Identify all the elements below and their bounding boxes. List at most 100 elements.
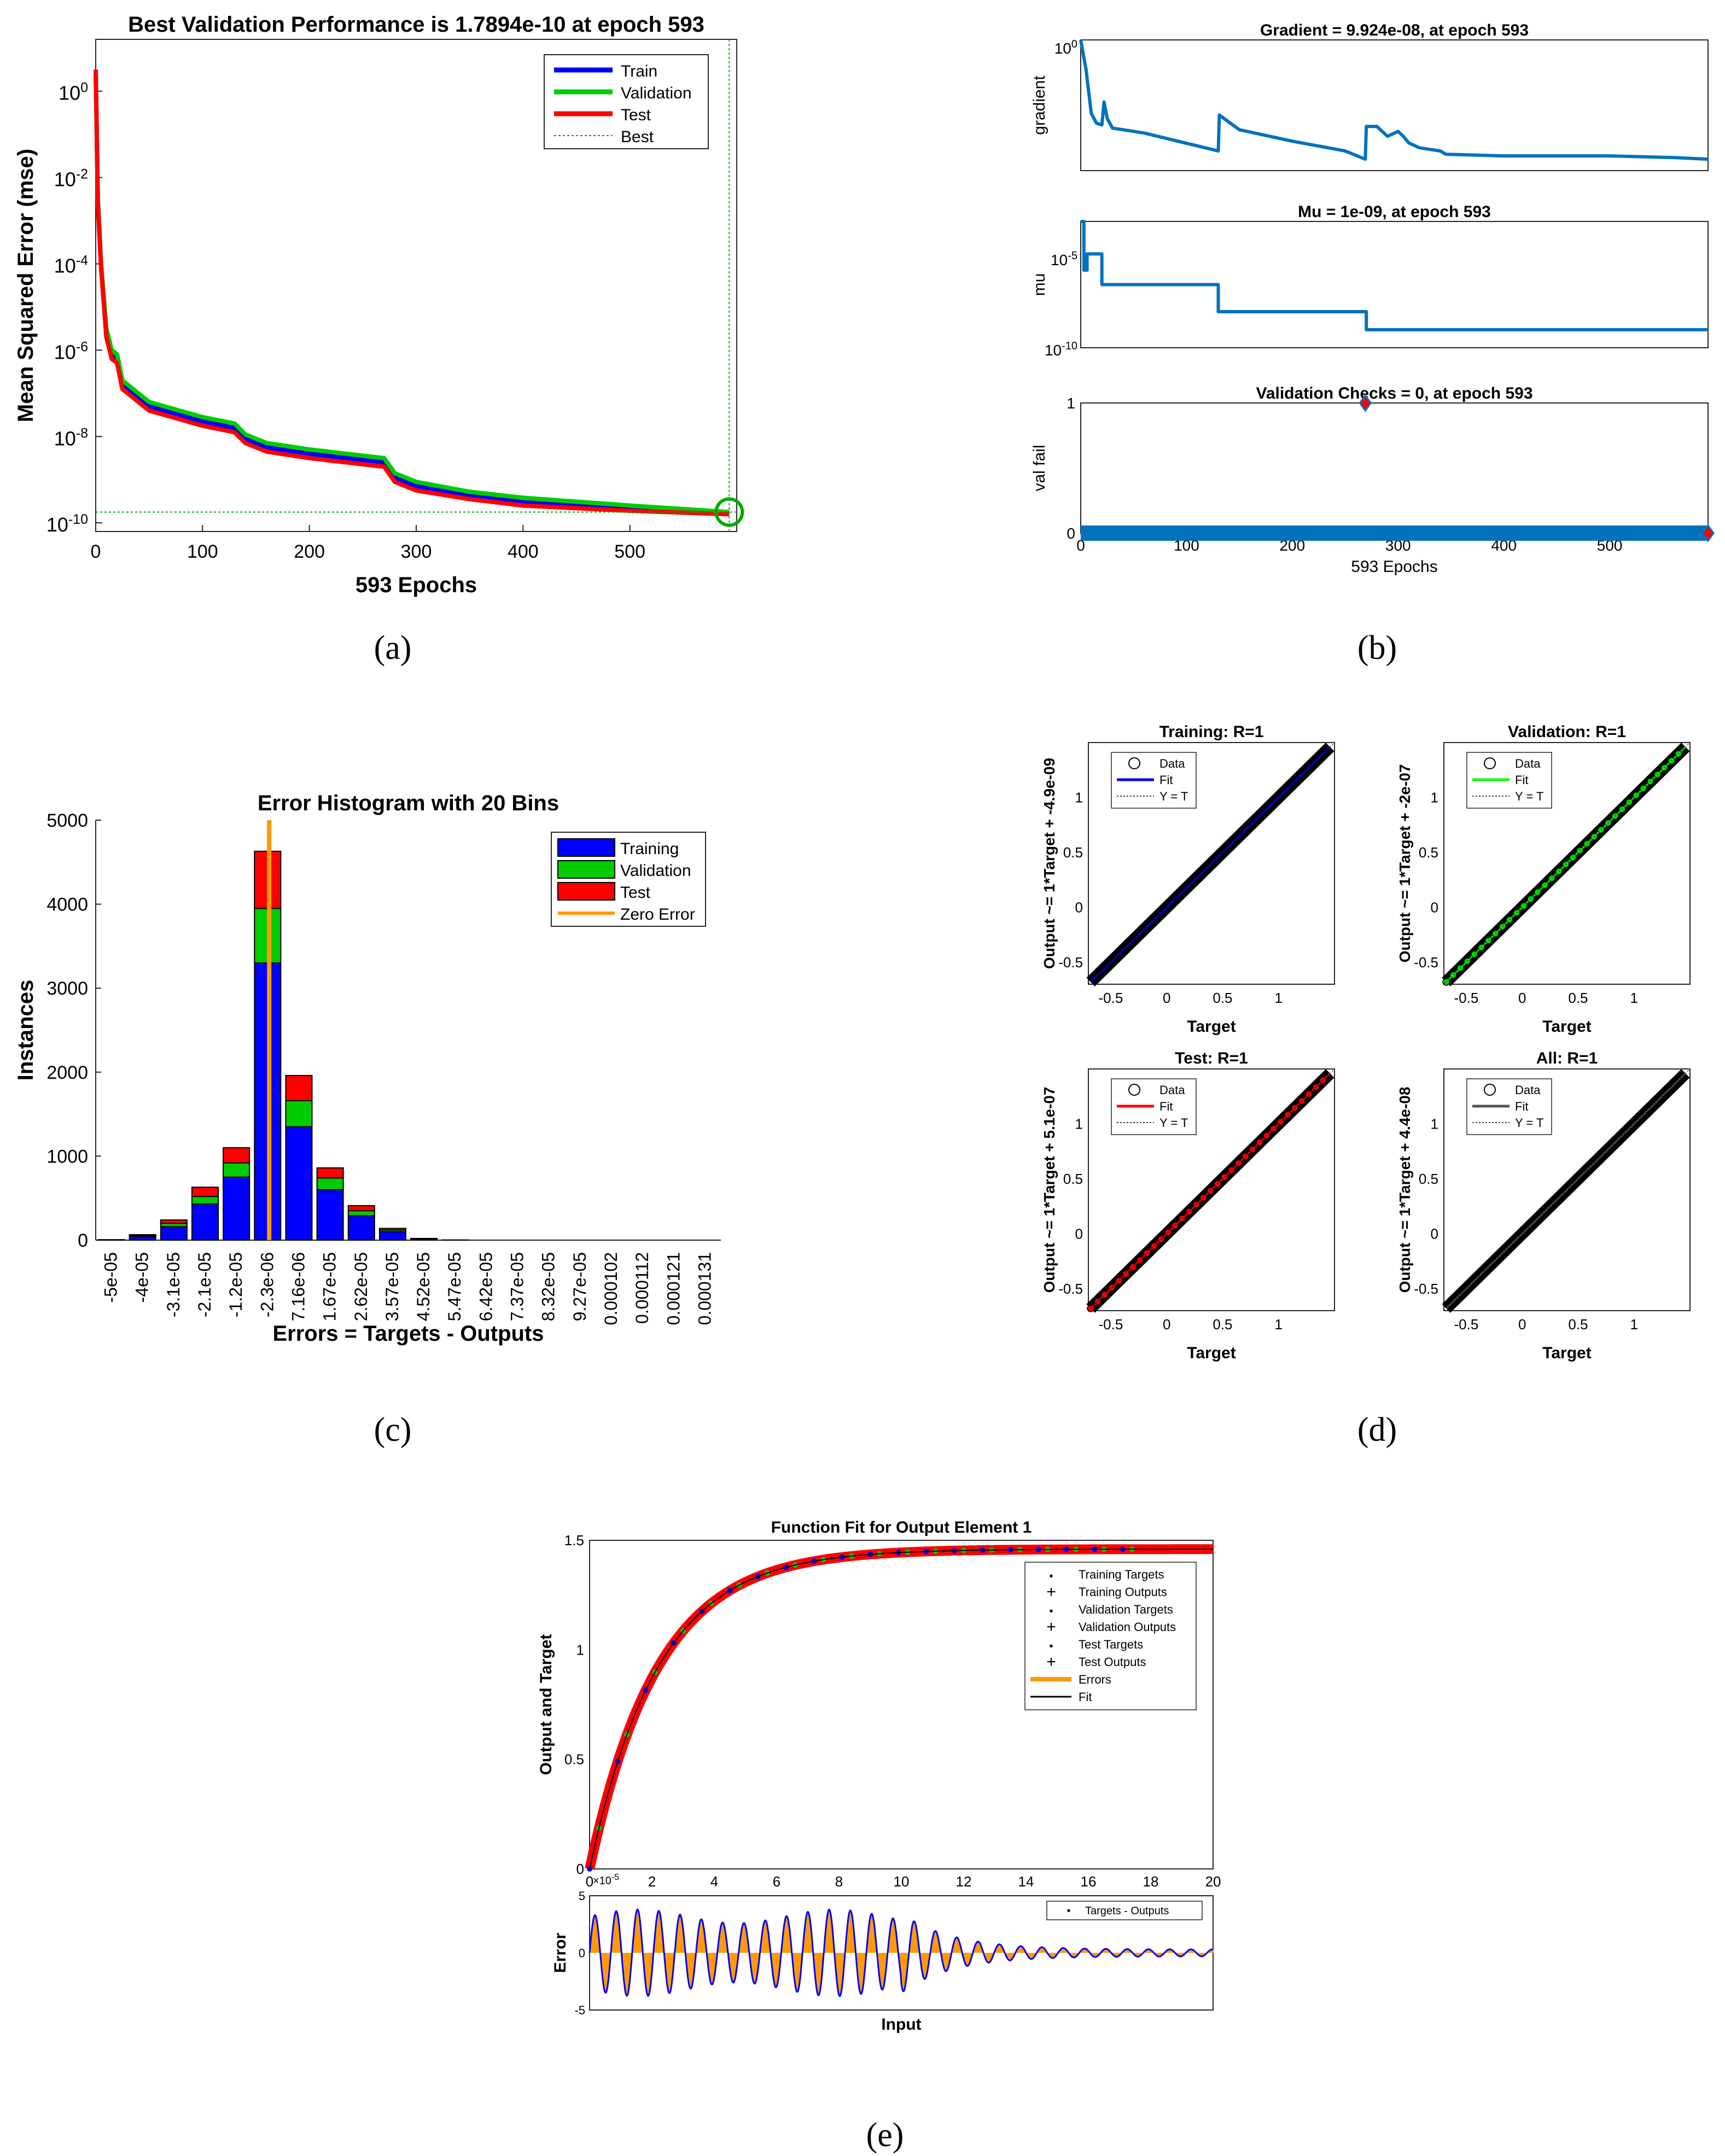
legend-label: Test Outputs	[1079, 1655, 1146, 1669]
error-histogram: Error Histogram with 20 Bins Instances Err…	[14, 791, 721, 1346]
x-tick-label: 8.32e-05	[539, 1252, 558, 1321]
tick-base: 10	[46, 513, 68, 536]
bar-training	[160, 1226, 188, 1241]
legend-label: Fit	[1515, 1100, 1528, 1113]
x-tick-label: 0.5	[1568, 1316, 1588, 1333]
bar-training	[285, 1126, 313, 1241]
y-tick-label: 0	[1431, 1225, 1438, 1242]
bar-test	[223, 1147, 250, 1164]
chart-title: Error Histogram with 20 Bins	[258, 791, 559, 815]
legend-label: Validation	[621, 84, 692, 102]
x-tick-label: 12	[956, 1873, 972, 1890]
y-tick-label: 100	[1054, 38, 1077, 57]
x-axis-label: Errors = Targets - Outputs	[272, 1322, 544, 1346]
plot-area	[1080, 402, 1709, 534]
x-tick-label: 0.000102	[601, 1252, 621, 1325]
x-tick-label: 8	[835, 1873, 843, 1890]
x-tick-label: 1	[1630, 990, 1637, 1006]
gradient-chart: Gradient = 9.924e-08, at epoch 593 gradie…	[1030, 21, 1709, 171]
x-tick-label: -2.1e-05	[195, 1252, 214, 1317]
x-tick-label: 18	[1143, 1873, 1159, 1890]
x-tick-label: 200	[294, 541, 325, 562]
tick-exponent: -10	[1062, 340, 1077, 352]
x-tick-label: 500	[614, 541, 645, 562]
tick-base: 10	[54, 341, 76, 363]
y-tick-label: 10-10	[1045, 340, 1077, 359]
x-tick-label: 0.000121	[663, 1252, 683, 1325]
tick-base: 10	[54, 427, 76, 449]
regression-plot-training: Training: R=1 Target Output ~= 1*Target + …	[1041, 723, 1335, 1036]
legend-label: Data	[1515, 1083, 1541, 1097]
x-tick-label: 9.27e-05	[570, 1252, 590, 1321]
y-axis-label: Output ~= 1*Target + -2e-07	[1396, 764, 1413, 963]
y-tick-label: -0.5	[1414, 954, 1438, 971]
legend-label: Fit	[1515, 773, 1528, 787]
y-tick-label: 1	[576, 1641, 584, 1658]
y-tick-label: 0	[78, 1230, 88, 1251]
legend-label: Y = T	[1515, 1116, 1543, 1130]
legend-swatch: +	[1046, 1653, 1056, 1671]
y-tick-label: 5	[579, 1889, 585, 1903]
performance-chart: Best Validation Performance is 1.7894e-1…	[14, 13, 744, 597]
y-axis-label: Output ~= 1*Target + -4.9e-09	[1041, 758, 1058, 969]
y-tick-label: 10-8	[54, 425, 88, 449]
tick-base: 10	[54, 255, 76, 277]
val-fail-highlight	[1359, 394, 1372, 412]
x-tick-label: 20	[1205, 1873, 1221, 1890]
x-tick-label: 1.67e-05	[320, 1252, 340, 1321]
x-tick-label: 1	[1274, 990, 1282, 1006]
x-tick-label: 4.52e-05	[413, 1252, 433, 1321]
regression-plot-all: All: R=1 Target Output ~= 1*Target + 4.4e-…	[1396, 1049, 1691, 1362]
legend-label: Y = T	[1159, 790, 1188, 803]
y-tick-label: 100	[59, 80, 88, 104]
x-tick-label: 2.62e-05	[351, 1252, 371, 1321]
x-tick-label: 7.37e-05	[508, 1252, 527, 1321]
y-axis-label: mu	[1030, 273, 1048, 296]
y-tick-label: 10-4	[54, 253, 88, 277]
panel-label-a: (a)	[374, 629, 412, 667]
x-tick-label: 0	[1518, 990, 1526, 1006]
legend-label: Data	[1159, 1083, 1185, 1097]
x-tick-label: -0.5	[1454, 1316, 1479, 1333]
legend-label: Data	[1515, 757, 1541, 770]
y-tick-label: 4000	[46, 895, 88, 915]
bar-validation	[316, 1177, 344, 1190]
y-tick-label: 2000	[46, 1062, 88, 1083]
legend-label: Data	[1159, 757, 1185, 770]
y-tick-label: 0	[579, 1947, 585, 1960]
tick-exponent: -6	[76, 339, 88, 354]
tick-exponent: 0	[80, 80, 88, 96]
legend-label: Fit	[1159, 773, 1173, 787]
x-multiplier: ×10-5	[593, 1873, 619, 1888]
val-fail-highlight	[1701, 524, 1715, 542]
x-tick-label: 7.16e-06	[288, 1252, 308, 1321]
y-tick-label: 1	[1431, 789, 1438, 805]
legend-label: Test	[621, 106, 651, 124]
y-tick-label: 1	[1075, 789, 1083, 805]
gradient-line	[1079, 39, 1709, 161]
panel-label-e: (e)	[866, 2117, 904, 2154]
legend-swatch	[557, 860, 615, 879]
x-tick-label: 5.47e-05	[445, 1252, 464, 1321]
bar-training	[223, 1176, 250, 1241]
x-axis-label: Target	[1187, 1018, 1236, 1036]
x-tick-label: 0.5	[1213, 1316, 1232, 1333]
bar-test	[378, 1228, 406, 1231]
x-tick-label: 2	[648, 1873, 656, 1890]
y-tick-label: -5	[574, 2003, 585, 2017]
legend-swatch: +	[1046, 1583, 1056, 1601]
bar-validation	[223, 1162, 250, 1178]
tick-exponent: -5	[1068, 250, 1077, 262]
bar-validation	[285, 1100, 313, 1127]
bar-training	[191, 1203, 219, 1241]
legend-swatch	[1128, 1084, 1140, 1096]
x-tick-label: -1.2e-05	[226, 1252, 246, 1317]
y-tick-label: 10-10	[46, 512, 88, 536]
y-tick-label: 0	[1067, 525, 1075, 542]
best-marker	[714, 497, 744, 527]
x-tick-label: 14	[1018, 1873, 1034, 1890]
chart-title: Mu = 1e-09, at epoch 593	[1298, 203, 1491, 221]
legend-swatch	[557, 838, 615, 857]
tick-exponent: -2	[76, 167, 88, 182]
